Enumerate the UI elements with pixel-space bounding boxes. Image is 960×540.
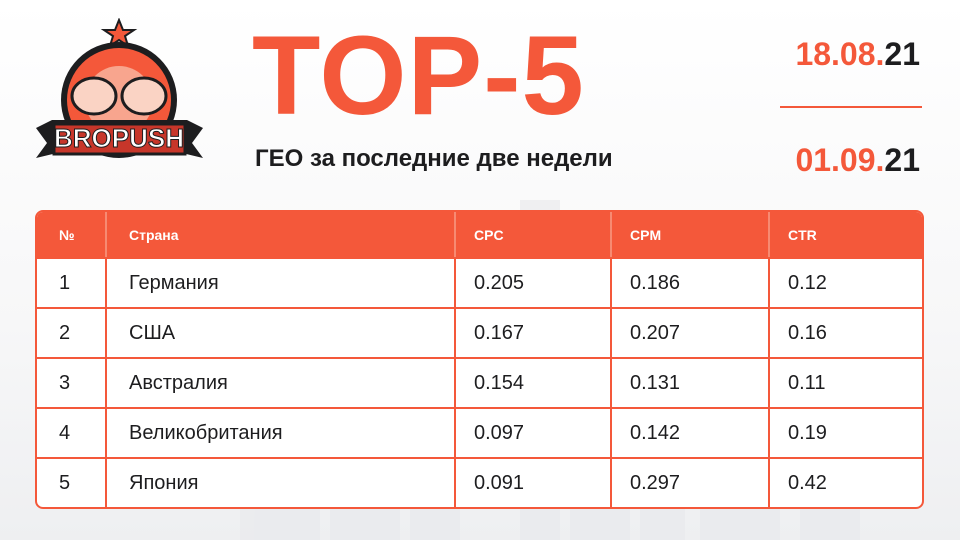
table-cell: 0.207 (610, 309, 768, 357)
date-year: 21 (884, 142, 920, 178)
table-cell: 0.42 (768, 459, 922, 507)
logo: BROPUSH (36, 18, 203, 158)
table-cell: 0.131 (610, 359, 768, 407)
date-day-month: 01.09. (795, 142, 885, 178)
table-cell: 0.16 (768, 309, 922, 357)
table-cell: 2 (59, 321, 71, 344)
table-row: 5 Япония 0.091 0.297 0.42 (37, 457, 922, 507)
subtitle: ГЕО за последние две недели (255, 145, 613, 172)
column-header: CPM (610, 212, 768, 257)
table-cell: США (105, 309, 454, 357)
table-cell: 3 (59, 371, 71, 394)
table-cell: 0.167 (454, 309, 610, 357)
table-row: 3 Австралия 0.154 0.131 0.11 (37, 357, 922, 407)
table-cell: 0.297 (610, 459, 768, 507)
table-row: 4 Великобритания 0.097 0.142 0.19 (37, 407, 922, 457)
column-header: № (59, 226, 75, 243)
table-cell: 0.11 (768, 359, 922, 407)
table-cell: 0.19 (768, 409, 922, 457)
table-cell: 0.091 (454, 459, 610, 507)
table-row: 2 США 0.167 0.207 0.16 (37, 307, 922, 357)
column-header: Страна (105, 212, 454, 257)
table-cell: 0.186 (610, 259, 768, 307)
column-header: CTR (768, 212, 922, 257)
table-cell: 0.154 (454, 359, 610, 407)
date-day-month: 18.08. (795, 36, 885, 72)
column-header: CPC (454, 212, 610, 257)
table-cell: Япония (105, 459, 454, 507)
table-header: № Страна CPC CPM CTR (37, 212, 922, 257)
table-cell: 0.205 (454, 259, 610, 307)
table-cell: 4 (59, 421, 71, 444)
table-cell: 0.12 (768, 259, 922, 307)
table-cell: 1 (59, 271, 71, 294)
table-cell: Великобритания (105, 409, 454, 457)
table-cell: 0.097 (454, 409, 610, 457)
table: № Страна CPC CPM CTR 1 Германия 0.205 0.186 0.12 2… (35, 210, 924, 509)
table-cell: 0.142 (610, 409, 768, 457)
logo-text: BROPUSH (54, 123, 184, 153)
table-cell: Австралия (105, 359, 454, 407)
date: 01.09.21 (795, 142, 920, 179)
date-year: 21 (884, 36, 920, 72)
divider (780, 106, 922, 108)
date: 18.08.21 (795, 36, 920, 73)
table-cell: 5 (59, 471, 71, 494)
title: TOP-5 (252, 13, 585, 138)
table-row: 1 Германия 0.205 0.186 0.12 (37, 257, 922, 307)
table-cell: Германия (105, 259, 454, 307)
